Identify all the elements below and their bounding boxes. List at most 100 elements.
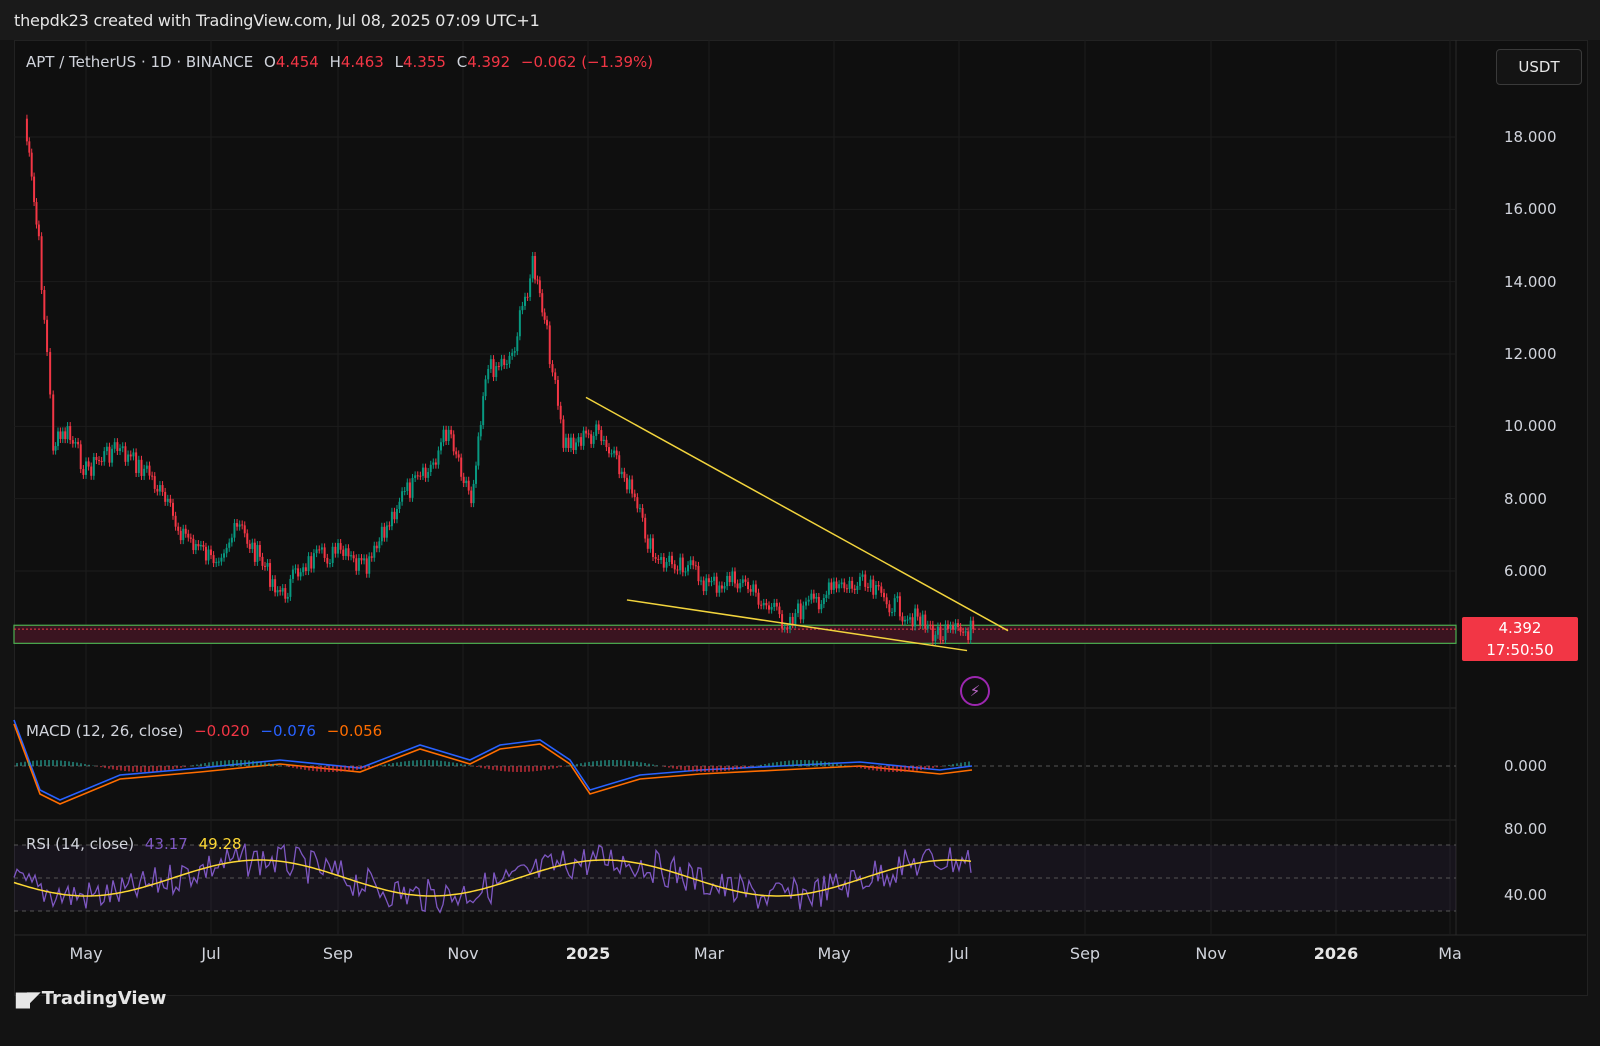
macd-histogram-bar: [344, 766, 346, 772]
candle-body: [470, 490, 473, 504]
macd-legend[interactable]: MACD (12, 26, close) −0.020 −0.076 −0.05…: [26, 722, 382, 740]
candle-body: [893, 598, 896, 613]
candle-body: [424, 467, 427, 478]
candle-body: [926, 624, 929, 629]
candle-body: [455, 451, 458, 455]
macd-histogram-bar: [664, 766, 666, 767]
candle-body: [521, 305, 524, 311]
time-tick-label: Mar: [693, 944, 725, 963]
candle-body: [770, 607, 773, 610]
chart-frame[interactable]: [14, 40, 1588, 996]
time-tick-label: Sep: [1069, 944, 1101, 963]
candle-body: [628, 479, 631, 490]
candle-body: [127, 454, 130, 462]
candle-body: [363, 558, 366, 561]
candle-body: [414, 475, 417, 478]
trendline-lower: [626, 599, 968, 652]
macd-histogram-bar: [220, 760, 222, 766]
macd-histogram-bar: [336, 766, 338, 772]
macd-histogram-bar: [468, 765, 470, 766]
candle-body: [378, 541, 381, 549]
candle-body: [344, 548, 347, 556]
candle-body: [858, 576, 861, 586]
macd-histogram-bar: [612, 760, 614, 766]
candle-body: [408, 482, 411, 498]
candle-body: [898, 596, 901, 617]
candle-body: [741, 579, 744, 584]
candle-body: [799, 603, 802, 620]
macd-histogram-bar: [308, 766, 310, 771]
symbol-info[interactable]: APT / TetherUS · 1D · BINANCE: [26, 53, 254, 71]
price-tick-label: 18.000: [1504, 128, 1557, 146]
candle-body: [271, 579, 274, 587]
candle-body: [95, 456, 98, 461]
macd-histogram-bar: [408, 760, 410, 766]
macd-histogram-bar: [820, 761, 822, 766]
candle-body: [939, 626, 942, 641]
candle-body: [373, 545, 376, 558]
macd-histogram-bar: [296, 766, 298, 769]
tradingview-logo[interactable]: ▆◤ TradingView: [16, 988, 166, 1009]
candle-body: [728, 575, 731, 583]
candle-body: [679, 557, 682, 571]
candle-body: [395, 509, 398, 520]
candle-body: [261, 556, 264, 566]
macd-signal-line: [13, 723, 973, 805]
candle-body: [864, 574, 867, 587]
candle-body: [121, 446, 124, 449]
macd-histogram-bar: [444, 761, 446, 766]
candle-body: [174, 515, 177, 527]
candle-body: [744, 579, 747, 582]
price-tick-label: 16.000: [1504, 200, 1557, 219]
candle-body: [687, 565, 690, 572]
macd-histogram-bar: [764, 764, 766, 766]
candle-body: [105, 446, 108, 452]
macd-histogram-bar: [356, 766, 358, 770]
candle-body: [225, 547, 228, 554]
macd-histogram-bar: [832, 762, 834, 766]
candle-body: [266, 563, 269, 567]
candle-body: [352, 555, 355, 559]
candle-body: [370, 556, 373, 558]
rsi-label: RSI (14, close): [26, 835, 135, 853]
currency-button[interactable]: USDT: [1496, 49, 1582, 85]
candle-body: [736, 583, 739, 589]
macd-histogram-bar: [88, 764, 90, 766]
candle-body: [572, 437, 575, 451]
rsi-legend[interactable]: RSI (14, close) 43.17 49.28: [26, 835, 242, 853]
candle-body: [794, 613, 797, 625]
candle-body: [838, 584, 841, 589]
macd-histogram-bar: [488, 766, 490, 770]
candle-body: [595, 424, 598, 436]
candle-body: [526, 296, 529, 298]
candle-body: [383, 526, 386, 538]
macd-histogram-bar: [28, 761, 30, 766]
candle-body: [969, 620, 972, 640]
candle-body: [707, 578, 710, 583]
macd-histogram-bar: [932, 766, 934, 769]
high-label: H: [329, 53, 341, 71]
candle-body: [671, 555, 674, 565]
candle-body: [791, 616, 794, 625]
candle-body: [613, 450, 616, 454]
candle-body: [342, 549, 345, 556]
candle-body: [209, 549, 212, 556]
macd-histogram-bar: [872, 766, 874, 771]
macd-histogram-bar: [956, 763, 958, 766]
macd-histogram-bar: [800, 760, 802, 766]
candle-body: [733, 571, 736, 584]
macd-histogram-bar: [864, 766, 866, 770]
candle-body: [212, 555, 215, 564]
macd-histogram-bar: [516, 766, 518, 772]
candle-body: [618, 455, 621, 475]
candle-body: [460, 457, 463, 477]
close-value: 4.392: [467, 53, 511, 71]
macd-histogram-bar: [816, 760, 818, 766]
macd-histogram-bar: [540, 766, 542, 771]
lightning-icon[interactable]: ⚡: [960, 676, 990, 706]
candle-body: [98, 460, 101, 462]
candle-body: [100, 460, 103, 462]
candle-body: [161, 485, 164, 492]
macd-histogram-bar: [352, 766, 354, 771]
